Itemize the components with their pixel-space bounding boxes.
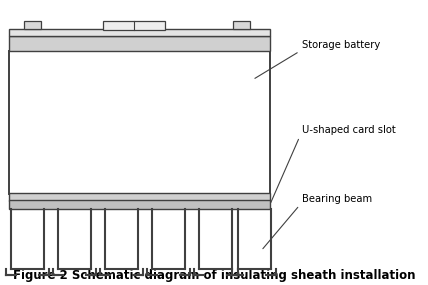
Text: U-shaped card slot: U-shaped card slot (302, 125, 395, 135)
Bar (233, 21, 250, 29)
Bar (9, 200, 270, 209)
Bar (103, 21, 165, 30)
Bar (24, 21, 41, 29)
Text: Figure 2 Schematic diagram of insulating sheath installation: Figure 2 Schematic diagram of insulating… (13, 269, 415, 282)
Bar (9, 51, 270, 194)
Bar (9, 36, 270, 51)
Bar (9, 193, 270, 201)
Text: Bearing beam: Bearing beam (302, 194, 372, 204)
Bar (9, 29, 270, 36)
Text: Storage battery: Storage battery (302, 40, 380, 50)
